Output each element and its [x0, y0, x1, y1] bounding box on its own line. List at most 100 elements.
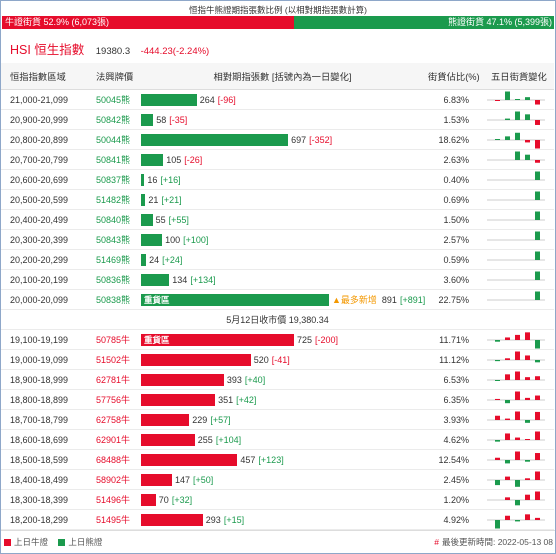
- bull-rows: 19,100-19,199 50785牛 重貨區 725 [-200] 11.71% 19,…: [1, 330, 554, 530]
- five-day-bar: [535, 119, 540, 125]
- bear-rows: 21,000-21,099 50045熊 264 [-96] 6.83% 20,900-2…: [1, 90, 554, 310]
- five-day-bar: [495, 398, 500, 400]
- five-day-bar: [515, 371, 520, 380]
- bear-row: 20,500-20,599 51482熊 21 [+21] 0.69%: [1, 190, 554, 210]
- quantity-value: 293: [205, 514, 221, 525]
- quantity-cell: 重貨區 725 [-200]: [139, 333, 426, 346]
- code-link[interactable]: 50842熊: [96, 115, 131, 125]
- bear-legend-swatch: [58, 538, 66, 546]
- five-day-sparkline: [487, 132, 545, 148]
- five-day-bar: [495, 415, 500, 420]
- quantity-cell: 105 [-26]: [139, 153, 426, 166]
- five-day-bar: [505, 373, 510, 380]
- quantity-value: 891: [381, 294, 397, 305]
- range-cell: 18,500-18,599: [10, 454, 69, 465]
- quantity-value: 16: [147, 174, 158, 185]
- five-day-bar: [525, 96, 530, 100]
- range-cell: 21,000-21,099: [10, 94, 69, 105]
- code-link[interactable]: 50785牛: [96, 335, 131, 345]
- five-day-bar: [505, 357, 510, 360]
- bull-legend-label: 上日牛證: [14, 537, 49, 547]
- five-day-sparkline: [487, 271, 545, 280]
- five-day-chart: [481, 210, 554, 230]
- code-link[interactable]: 62901牛: [96, 435, 131, 445]
- five-day-bar: [535, 171, 540, 180]
- quantity-bar: [141, 413, 190, 426]
- code-link[interactable]: 50841熊: [96, 155, 131, 165]
- bull-row: 18,700-18,799 62758牛 229 [+57] 3.93%: [1, 410, 554, 430]
- quantity-value: 55: [155, 214, 166, 225]
- share-cell: 4.62%: [443, 434, 469, 445]
- five-day-sparkline: [487, 471, 545, 487]
- code-link[interactable]: 50840熊: [96, 215, 131, 225]
- five-day-bar: [495, 138, 500, 140]
- code-link[interactable]: 57756牛: [96, 395, 131, 405]
- quantity-value: 697: [291, 134, 307, 145]
- five-day-sparkline: [487, 331, 545, 348]
- share-cell: 0.40%: [443, 174, 469, 185]
- share-cell: 1.20%: [443, 494, 469, 505]
- quantity-cell: 457 [+123]: [139, 453, 426, 466]
- daily-change: [+42]: [236, 394, 257, 405]
- bear-row: 20,800-20,899 50044熊 697 [-352] 18.62%: [1, 130, 554, 150]
- five-day-chart: [481, 190, 554, 210]
- bear-row: 20,300-20,399 50843熊 100 [+100] 2.57%: [1, 230, 554, 250]
- daily-change: [+100]: [183, 234, 209, 245]
- code-link[interactable]: 51469熊: [96, 255, 131, 265]
- five-day-bar: [535, 231, 540, 240]
- code-link[interactable]: 68488牛: [96, 455, 131, 465]
- five-day-bar: [505, 432, 510, 440]
- five-day-bar: [495, 379, 500, 381]
- code-link[interactable]: 50843熊: [96, 235, 131, 245]
- five-day-bar: [505, 496, 510, 500]
- five-day-sparkline: [487, 351, 545, 362]
- bear-row: 20,400-20,499 50840熊 55 [+55] 1.50%: [1, 210, 554, 230]
- legend: 上日牛證 上日熊證: [4, 531, 110, 553]
- five-day-bar: [505, 459, 510, 463]
- five-day-bar: [535, 99, 540, 105]
- five-day-chart: [481, 270, 554, 290]
- daily-change: [+57]: [210, 414, 231, 425]
- code-link[interactable]: 50837熊: [96, 175, 131, 185]
- code-link[interactable]: 51495牛: [96, 515, 131, 525]
- code-link[interactable]: 50836熊: [96, 275, 131, 285]
- share-cell: 6.53%: [443, 374, 469, 385]
- range-cell: 18,700-18,799: [10, 414, 69, 425]
- five-day-sparkline: [487, 391, 545, 403]
- daily-change: [+55]: [168, 214, 189, 225]
- code-link[interactable]: 58902牛: [96, 475, 131, 485]
- quantity-value: 255: [197, 434, 213, 445]
- code-link[interactable]: 50044熊: [96, 135, 131, 145]
- five-day-sparkline: [487, 91, 545, 105]
- five-day-bar: [525, 459, 530, 462]
- quantity-bar: [141, 113, 154, 126]
- hash-icon: #: [434, 537, 439, 547]
- quantity-cell: 70 [+32]: [139, 493, 426, 506]
- code-link[interactable]: 62781牛: [96, 375, 131, 385]
- five-day-sparkline: [487, 491, 545, 505]
- bear-row: 20,200-20,299 51469熊 24 [+24] 0.59%: [1, 250, 554, 270]
- code-link[interactable]: 51482熊: [96, 195, 131, 205]
- bull-row: 18,200-18,299 51495牛 293 [+15] 4.92%: [1, 510, 554, 530]
- quantity-bar: [141, 213, 153, 226]
- five-day-bar: [505, 418, 510, 420]
- close-price-label: 5月12日收市價 19,380.34: [226, 315, 329, 325]
- daily-change: [+24]: [162, 254, 183, 265]
- code-link[interactable]: 62758牛: [96, 415, 131, 425]
- five-day-bar: [505, 515, 510, 520]
- five-day-bar: [495, 479, 500, 485]
- code-link[interactable]: 51502牛: [96, 355, 131, 365]
- bull-row: 18,400-18,499 58902牛 147 [+50] 2.45%: [1, 470, 554, 490]
- quantity-value: 725: [297, 334, 313, 345]
- five-day-bar: [525, 354, 530, 360]
- five-day-bar: [535, 139, 540, 148]
- range-cell: 19,000-19,099: [10, 354, 69, 365]
- share-cell: 11.71%: [439, 334, 469, 345]
- code-link[interactable]: 50045熊: [96, 95, 131, 105]
- five-day-bar: [515, 391, 520, 400]
- five-day-chart: [481, 430, 554, 450]
- code-link[interactable]: 51496牛: [96, 495, 131, 505]
- quantity-bar: [141, 433, 195, 446]
- five-day-bar: [505, 135, 510, 140]
- code-link[interactable]: 50838熊: [96, 295, 131, 305]
